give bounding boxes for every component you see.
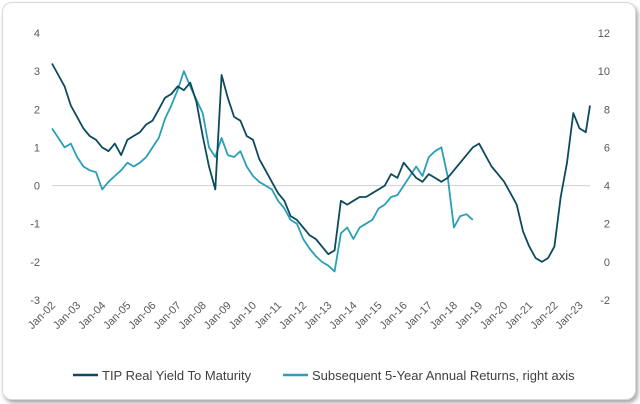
chart-frame [2, 2, 636, 400]
right-tick-label: 2 [604, 219, 610, 231]
left-tick-label: -2 [30, 257, 40, 269]
right-tick-label: -2 [600, 295, 610, 307]
series-line-5yr-returns [51, 70, 474, 273]
x-tick-label: Jan-10 [227, 300, 259, 332]
left-axis-ticks: -3 -2 -1 0 1 2 3 4 [30, 28, 40, 307]
right-tick-label: 0 [604, 257, 610, 269]
left-tick-label: 4 [34, 28, 40, 40]
right-axis-ticks: -2 0 2 4 6 8 10 12 [598, 28, 610, 307]
left-tick-label: -3 [30, 295, 40, 307]
right-tick-label: 4 [604, 181, 610, 193]
right-tick-label: 8 [604, 104, 610, 116]
left-tick-label: -1 [30, 219, 40, 231]
legend-label-tip: TIP Real Yield To Maturity [102, 368, 252, 383]
left-tick-label: 1 [34, 142, 40, 154]
right-tick-label: 10 [598, 66, 610, 78]
left-tick-label: 2 [34, 104, 40, 116]
right-tick-label: 6 [604, 142, 610, 154]
left-tick-label: 0 [34, 181, 40, 193]
legend: TIP Real Yield To Maturity Subsequent 5-… [73, 368, 575, 383]
legend-label-returns: Subsequent 5-Year Annual Returns, right … [312, 368, 575, 383]
series-line-tip-real-yield [51, 63, 591, 263]
x-axis-ticks: Jan-02Jan-03Jan-04Jan-05Jan-06Jan-07Jan-… [26, 300, 586, 332]
series-layer [51, 63, 591, 273]
x-tick-label: Jan-23 [553, 300, 585, 332]
left-tick-label: 3 [34, 66, 40, 78]
right-tick-label: 12 [598, 28, 610, 40]
